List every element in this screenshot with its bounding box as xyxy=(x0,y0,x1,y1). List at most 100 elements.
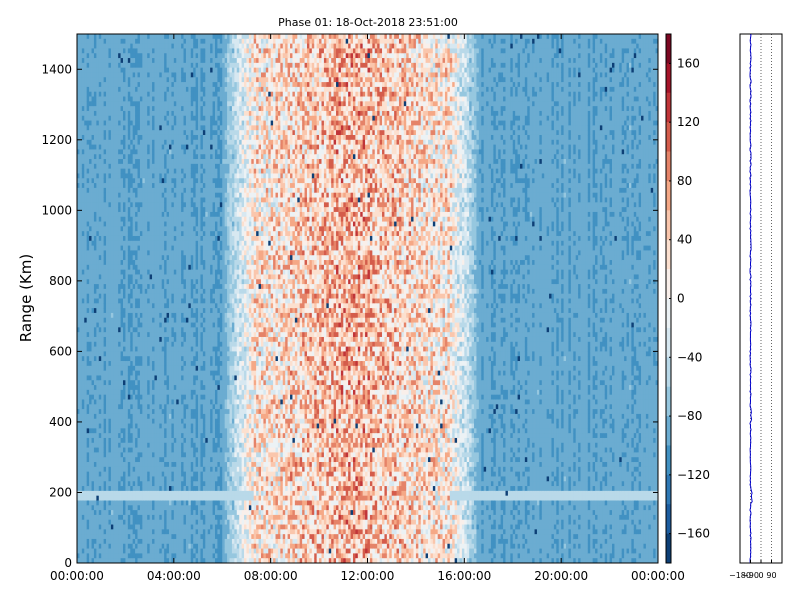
heatmap-cell xyxy=(89,39,92,44)
heatmap-cell xyxy=(99,236,102,241)
heatmap-cell xyxy=(89,178,92,183)
heatmap-cell xyxy=(108,92,111,97)
heatmap-cell xyxy=(84,53,87,58)
heatmap-cell xyxy=(87,438,90,443)
heatmap-cell xyxy=(106,332,109,337)
heatmap-cell xyxy=(87,534,90,539)
heatmap-cell xyxy=(101,149,104,154)
heatmap-cell xyxy=(87,135,90,140)
heatmap-cell xyxy=(99,371,102,376)
heatmap-cell xyxy=(82,375,85,380)
heatmap-cell xyxy=(101,44,104,49)
heatmap-cell xyxy=(94,68,97,73)
heatmap-cell xyxy=(89,375,92,380)
heatmap-cell xyxy=(96,424,99,429)
heatmap-cell xyxy=(92,111,95,116)
heatmap-cell xyxy=(82,496,85,501)
heatmap-cell xyxy=(94,121,97,126)
heatmap-cell xyxy=(94,212,97,217)
heatmap-cell xyxy=(92,356,95,361)
heatmap-cell xyxy=(84,404,87,409)
heatmap-cell xyxy=(99,188,102,193)
heatmap-cell xyxy=(101,173,104,178)
heatmap-cell xyxy=(87,246,90,251)
heatmap-cell xyxy=(87,279,90,284)
heatmap-cell xyxy=(96,299,99,304)
heatmap-cell xyxy=(96,154,99,159)
heatmap-cell xyxy=(99,140,102,145)
heatmap-cell xyxy=(87,260,90,265)
heatmap-cell xyxy=(92,313,95,318)
heatmap-cell xyxy=(96,178,99,183)
heatmap-cell xyxy=(92,116,95,121)
heatmap-cell xyxy=(96,520,99,525)
heatmap-cell xyxy=(104,63,107,68)
heatmap-cell xyxy=(92,351,95,356)
heatmap-cell xyxy=(104,452,107,457)
heatmap-cell xyxy=(104,371,107,376)
heatmap-cell xyxy=(87,231,90,236)
heatmap-cell xyxy=(99,539,102,544)
heatmap-cell xyxy=(101,72,104,77)
heatmap-cell xyxy=(79,34,82,39)
heatmap-cell xyxy=(101,299,104,304)
heatmap-cell xyxy=(96,284,99,289)
heatmap-cell xyxy=(96,529,99,534)
heatmap-cell xyxy=(92,361,95,366)
heatmap-cell xyxy=(106,39,109,44)
heatmap-cell xyxy=(89,462,92,467)
heatmap-cell xyxy=(106,347,109,352)
heatmap-cell xyxy=(87,101,90,106)
heatmap-cell xyxy=(82,87,85,92)
heatmap-cell xyxy=(84,361,87,366)
heatmap-cell xyxy=(104,154,107,159)
heatmap-cell xyxy=(96,44,99,49)
heatmap-cell xyxy=(92,332,95,337)
heatmap-cell xyxy=(87,106,90,111)
heatmap-cell xyxy=(82,414,85,419)
heatmap-cell xyxy=(106,496,109,501)
heatmap-cell xyxy=(82,332,85,337)
heatmap-cell xyxy=(92,226,95,231)
heatmap-cell xyxy=(89,101,92,106)
heatmap-cell xyxy=(92,342,95,347)
heatmap-cell xyxy=(96,491,99,496)
heatmap-cell xyxy=(89,313,92,318)
heatmap-cell xyxy=(96,34,99,39)
heatmap-cell xyxy=(96,510,99,515)
heatmap-cell xyxy=(92,539,95,544)
heatmap-cell xyxy=(87,448,90,453)
heatmap-cell xyxy=(99,255,102,260)
heatmap-cell xyxy=(104,390,107,395)
heatmap-cell xyxy=(87,366,90,371)
heatmap-cell xyxy=(101,222,104,227)
heatmap-cell xyxy=(106,395,109,400)
heatmap-cell xyxy=(96,255,99,260)
heatmap-cell xyxy=(79,188,82,193)
heatmap-cell xyxy=(84,303,87,308)
heatmap-cell xyxy=(82,231,85,236)
heatmap-cell xyxy=(99,457,102,462)
heatmap-cell xyxy=(87,515,90,520)
heatmap-cell xyxy=(84,491,87,496)
heatmap-cell xyxy=(87,303,90,308)
heatmap-cell xyxy=(89,476,92,481)
heatmap-cell xyxy=(106,149,109,154)
heatmap-cell xyxy=(84,332,87,337)
heatmap-cell xyxy=(82,313,85,318)
heatmap-cell xyxy=(104,188,107,193)
heatmap-cell xyxy=(101,159,104,164)
heatmap-cell xyxy=(104,404,107,409)
heatmap-cell xyxy=(84,198,87,203)
heatmap-cell xyxy=(94,462,97,467)
heatmap-cell xyxy=(94,202,97,207)
heatmap-cell xyxy=(82,116,85,121)
heatmap-cell xyxy=(108,87,111,92)
heatmap-cell xyxy=(84,351,87,356)
heatmap-cell xyxy=(87,361,90,366)
heatmap-cell xyxy=(99,125,102,130)
heatmap-cell xyxy=(84,121,87,126)
heatmap-cell xyxy=(101,534,104,539)
heatmap-cell xyxy=(99,303,102,308)
heatmap-cell xyxy=(89,82,92,87)
